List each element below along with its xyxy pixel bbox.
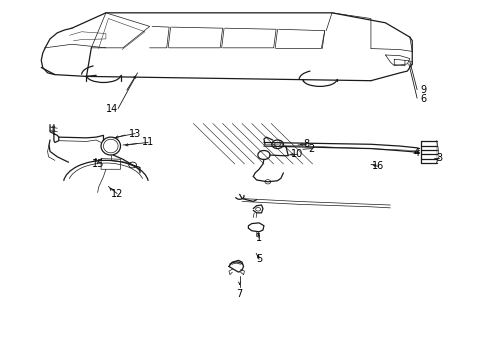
Text: 6: 6 [420,94,426,104]
Text: 10: 10 [290,149,303,159]
Text: 13: 13 [129,129,141,139]
Text: 16: 16 [371,161,384,171]
Text: 1: 1 [256,233,262,243]
Text: 14: 14 [106,104,118,113]
Text: 12: 12 [111,189,123,199]
Text: 8: 8 [303,139,309,149]
Text: 2: 2 [308,144,314,154]
Text: 3: 3 [435,153,441,163]
Text: 5: 5 [255,254,262,264]
Text: 15: 15 [91,159,103,169]
Text: 4: 4 [413,148,419,158]
Text: 7: 7 [236,289,242,298]
Text: 11: 11 [142,138,154,148]
Text: 9: 9 [420,85,426,95]
